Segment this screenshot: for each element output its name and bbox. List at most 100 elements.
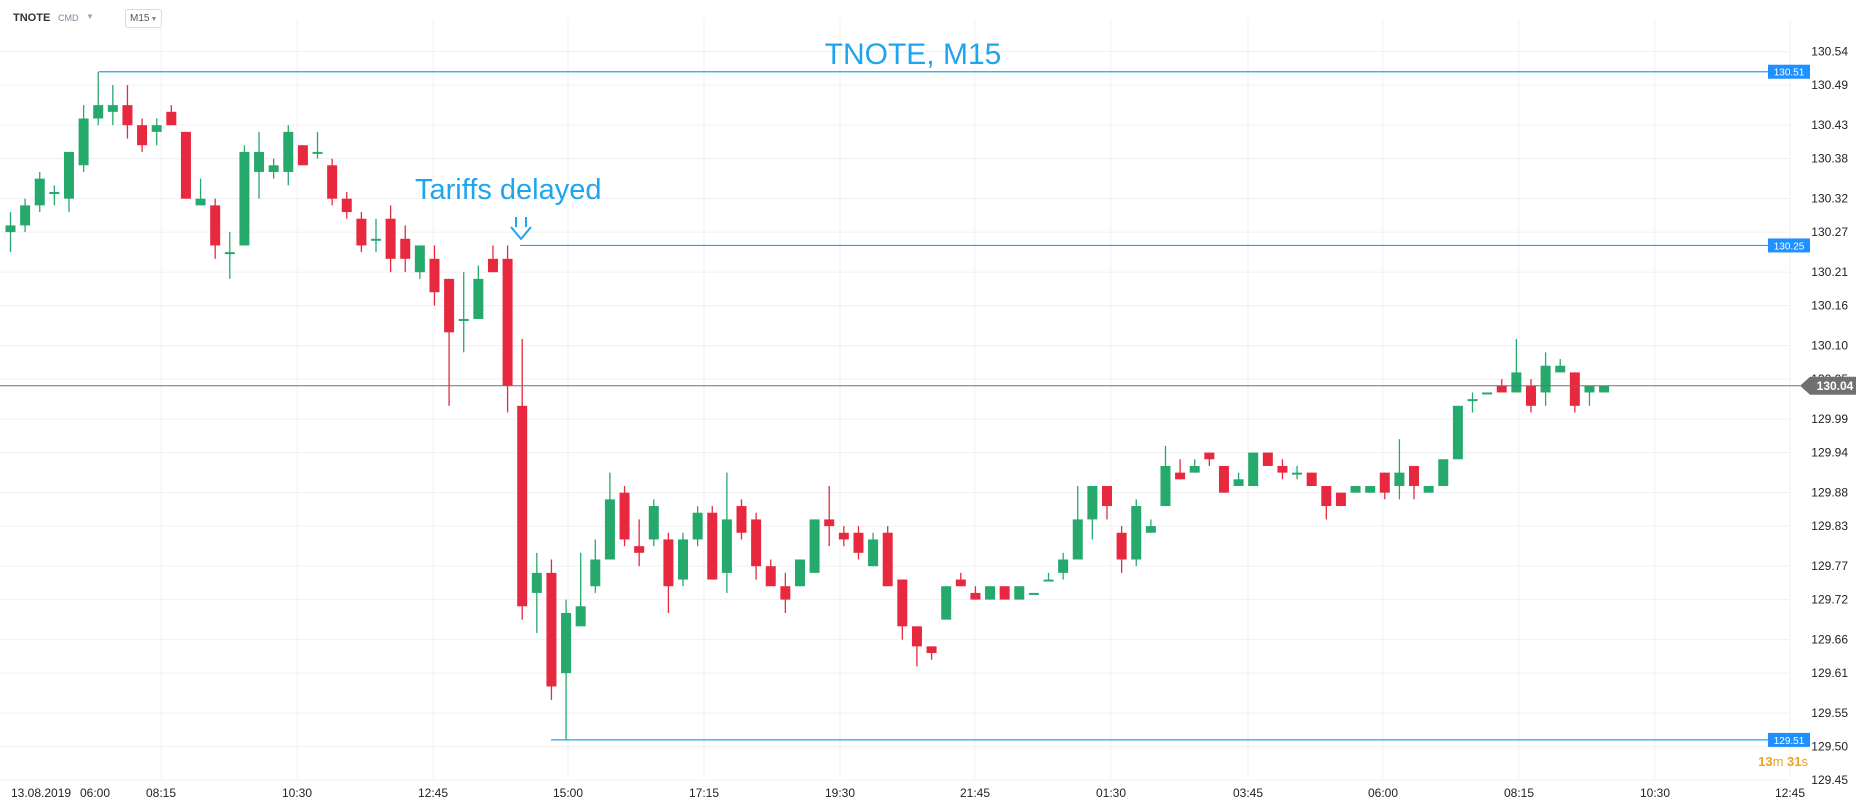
candle-body [1292,472,1303,475]
candle [1379,472,1390,500]
candle [1204,452,1215,466]
candle-body [1145,526,1156,533]
candle [707,506,718,580]
candle-body [531,572,542,593]
candle-body [400,238,411,259]
candle [1058,552,1069,580]
candle [1233,472,1244,486]
candle [868,532,879,567]
candle-body [736,506,747,533]
candle [1262,452,1273,466]
candle [1131,499,1142,567]
candle [1043,572,1054,582]
candle [1555,359,1566,373]
candle-body [1058,559,1069,573]
candle-body [210,205,221,246]
candle-body [20,205,31,226]
candle [575,552,586,627]
candle [1292,465,1303,480]
candle-body [838,532,849,540]
candle-body [1467,399,1478,402]
candle [1321,486,1332,520]
level-lines: 130.51 130.25 129.51 [99,64,1810,747]
timer-seconds: 31 [1787,754,1802,769]
candle-body [707,512,718,580]
candle [1540,352,1551,406]
candle-body [809,519,820,573]
candle [1452,405,1463,460]
candle-body [882,532,893,587]
candle [239,145,250,246]
price-tick-label: 130.54 [1811,45,1848,59]
candle [210,198,221,259]
candle [531,552,542,633]
candle [648,499,659,547]
candle-body [985,586,996,600]
price-axis[interactable]: 130.54 130.49 130.43 130.38 130.32 130.27 130.… [1811,45,1848,787]
candle-body [604,499,615,560]
candle-body [1394,472,1405,486]
candle [473,265,484,319]
level-label-bg [1768,238,1810,253]
candle-body [575,606,586,627]
candle [1306,472,1317,486]
candle [414,245,425,279]
timer-minutes-unit: m [1772,754,1784,769]
candle-body [1599,385,1610,393]
time-tick-label: 03:45 [1233,786,1263,800]
candle-body [794,559,805,587]
candle-body [751,519,762,567]
candle [356,212,367,253]
price-tick-label: 130.38 [1811,152,1848,166]
candle-body [487,258,498,273]
symbol-name[interactable]: TNOTE [13,12,51,24]
candle [780,572,791,613]
timeframe-select[interactable]: M15▼ [125,9,163,28]
candle-body [49,192,60,194]
candle [604,472,615,560]
candle-body [853,532,864,553]
price-tick-label: 130.43 [1811,118,1848,132]
candle [824,486,835,547]
candle-body [1496,385,1507,393]
candle-body [1555,365,1566,373]
candle-body [1160,465,1171,507]
candle [151,118,162,146]
candle-body [1452,405,1463,460]
candle [1277,459,1288,480]
candle [1599,385,1610,393]
candle-body [663,539,674,587]
arrow-down-shape [510,217,532,241]
candle [970,586,981,600]
candle-body [1116,532,1127,560]
time-tick-label: 06:00 [80,786,110,800]
candle [1175,459,1186,480]
candle [634,519,645,567]
candle [93,71,104,126]
candle-body [1087,486,1098,520]
candle-body [1262,452,1273,466]
candle [1438,459,1449,486]
candle [692,506,703,547]
time-axis[interactable]: 13.08.2019 06:00 08:15 10:30 12:45 15:00 17:15… [11,786,1805,800]
candle-body [195,198,206,206]
candle-body [414,245,425,273]
candle-body [1102,486,1112,507]
candle [327,158,338,206]
candle-body [824,519,835,527]
candle-body [283,131,294,172]
candle [619,486,630,547]
price-tick-label: 129.45 [1811,773,1848,787]
chevron-down-icon[interactable]: ▼ [86,12,94,21]
candle [180,131,191,199]
price-tick-label: 129.66 [1811,633,1848,647]
price-tick-label: 129.50 [1811,740,1848,754]
level-label: 129.51 [1774,736,1805,747]
candle [1569,372,1580,413]
price-tick-label: 130.49 [1811,78,1848,92]
candle [312,131,323,159]
market-label: CMD [58,13,79,23]
candle-body [1438,459,1449,486]
time-tick-label: 08:15 [146,786,176,800]
